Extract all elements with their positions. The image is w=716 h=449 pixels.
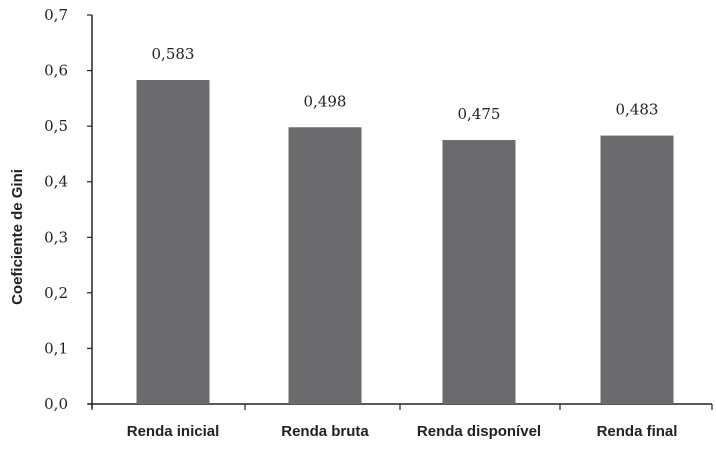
data-label-bg	[297, 88, 353, 113]
x-category-label: Renda final	[597, 423, 678, 440]
data-label-bg	[145, 41, 201, 66]
bar[interactable]	[600, 135, 674, 404]
data-label-bg	[451, 101, 507, 126]
data-label: 0,498	[304, 92, 347, 110]
x-category-label: Renda disponível	[417, 423, 541, 440]
y-tick-label: 0,2	[44, 284, 68, 302]
y-tick-label: 0,5	[44, 117, 68, 135]
y-tick-label: 0,7	[44, 6, 68, 24]
y-tick-label: 0,6	[44, 62, 68, 80]
bar[interactable]	[288, 127, 362, 405]
y-axis-title: Coeficiente de Gini	[9, 169, 26, 305]
x-category-label: Renda bruta	[281, 423, 369, 440]
y-tick-label: 0,3	[44, 228, 68, 246]
data-label: 0,483	[616, 101, 659, 119]
data-label: 0,475	[458, 105, 501, 123]
bar[interactable]	[136, 80, 210, 405]
y-tick-label: 0,4	[44, 173, 68, 191]
data-label-bg	[609, 96, 665, 121]
plot-area: 0,0 0,1 0,2 0,3 0,4 0,5 0,6 0,7 0,583 Renda inici…	[44, 6, 713, 440]
y-tick-label: 0,0	[44, 395, 68, 413]
data-label: 0,583	[152, 45, 195, 63]
bar[interactable]	[442, 140, 516, 405]
x-category-label: Renda inicial	[127, 423, 220, 440]
y-tick-label: 0,1	[44, 339, 68, 357]
